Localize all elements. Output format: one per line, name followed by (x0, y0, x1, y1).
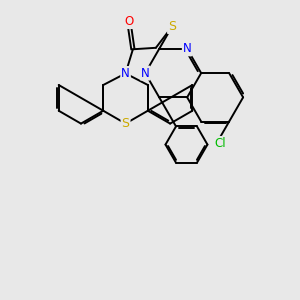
Text: N: N (121, 67, 130, 80)
Text: Cl: Cl (214, 137, 226, 150)
Text: S: S (168, 20, 176, 33)
Text: O: O (125, 15, 134, 28)
Text: N: N (183, 42, 191, 56)
Text: S: S (122, 117, 130, 130)
Text: N: N (141, 67, 150, 80)
